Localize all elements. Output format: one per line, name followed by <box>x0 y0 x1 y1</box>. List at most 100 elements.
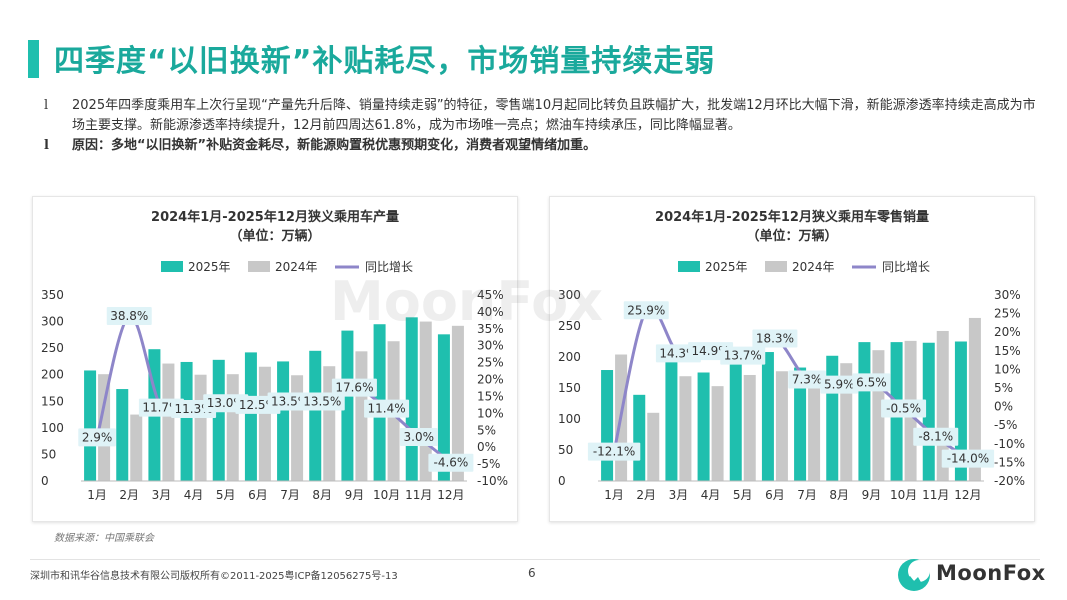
legend-label: 2025年 <box>705 260 748 274</box>
bar <box>451 325 464 481</box>
data-label-bg <box>941 449 995 468</box>
x-tick-label: 6月 <box>248 488 268 502</box>
data-label-bg <box>331 378 377 397</box>
x-tick-label: 6月 <box>765 488 785 502</box>
bar <box>162 363 175 481</box>
bar <box>647 412 660 481</box>
data-label: 11.4% <box>368 402 406 416</box>
bullet-marker: l <box>44 138 49 153</box>
page-title: 四季度“以旧换新”补贴耗尽，市场销量持续走弱 <box>54 44 716 79</box>
x-tick-label: 10月 <box>890 488 917 502</box>
x-tick-label: 12月 <box>437 488 464 502</box>
data-label-bg <box>106 306 152 325</box>
data-label: 38.8% <box>110 309 148 323</box>
bullet-item: l 原因：多地“以旧换新”补贴资金耗尽，新能源购置税优惠预期变化，消费者观望情绪… <box>44 136 1044 156</box>
data-label-bg <box>399 428 438 447</box>
bar <box>808 374 821 481</box>
y-left-tick-label: 0 <box>41 474 49 488</box>
x-tick-label: 8月 <box>829 488 849 502</box>
bar <box>341 330 354 481</box>
bar <box>711 386 724 481</box>
bar <box>858 342 871 481</box>
y-right-tick-label: 15% <box>994 344 1021 358</box>
bullet-text: 2025年四季度乘用车上次行呈现“产量先升后降、销量持续走弱”的特征，零售端10… <box>72 98 1036 133</box>
x-tick-label: 3月 <box>669 488 689 502</box>
y-right-tick-label: 5% <box>477 423 496 437</box>
y-left-tick-label: 100 <box>558 412 581 426</box>
data-label-bg <box>587 442 641 461</box>
bar <box>180 361 193 481</box>
data-label: 3.0% <box>404 430 435 444</box>
y-right-tick-label: 0% <box>477 440 496 454</box>
bar <box>437 334 450 481</box>
data-label: 13.5% <box>303 395 341 409</box>
summary-bullets: l 2025年四季度乘用车上次行呈现“产量先升后降、销量持续走弱”的特征，零售端… <box>44 96 1044 156</box>
chart-panel-production: 2024年1月-2025年12月狭义乘用车产量 （单位：万辆） 2025年 2024年… <box>32 196 518 522</box>
data-label: -4.6% <box>434 456 469 470</box>
bar <box>226 374 239 481</box>
x-tick-label: 12月 <box>954 488 981 502</box>
legend-swatch <box>248 261 270 272</box>
data-label: 13.7% <box>724 349 762 363</box>
x-tick-label: 4月 <box>184 488 204 502</box>
bar <box>743 374 756 481</box>
legend-label: 2025年 <box>188 260 231 274</box>
title-accent-bar <box>28 40 39 78</box>
data-label-bg <box>364 399 410 418</box>
y-right-tick-label: -10% <box>994 437 1025 451</box>
y-left-tick-label: 300 <box>41 315 64 329</box>
y-left-tick-label: 100 <box>41 421 64 435</box>
bullet-marker: l <box>44 98 49 113</box>
data-label-bg <box>788 370 826 389</box>
moonfox-logo-icon <box>898 559 930 591</box>
data-label-bg <box>623 301 669 320</box>
footer-divider <box>30 559 1040 560</box>
data-label: 14.9% <box>692 344 730 358</box>
data-label-bg <box>881 399 927 418</box>
bar <box>775 371 788 481</box>
data-label: 6.5% <box>856 375 887 389</box>
bar <box>130 414 143 481</box>
x-tick-label: 2月 <box>119 488 139 502</box>
chart-panel-retail: 2024年1月-2025年12月狭义乘用车零售销量 （单位：万辆） 2025年 202… <box>549 196 1035 522</box>
data-label: 17.6% <box>335 381 373 395</box>
data-label: 2.9% <box>82 430 113 444</box>
x-tick-label: 2月 <box>636 488 656 502</box>
production-chart: 2024年1月-2025年12月狭义乘用车产量 （单位：万辆） 2025年 2024年… <box>41 209 508 502</box>
y-left-tick-label: 50 <box>558 443 573 457</box>
y-right-tick-label: 30% <box>994 288 1021 302</box>
y-right-tick-label: 5% <box>994 381 1013 395</box>
legend-swatch <box>765 261 787 272</box>
y-right-tick-label: 25% <box>477 356 504 370</box>
y-left-tick-label: 250 <box>41 341 64 355</box>
data-label: -8.1% <box>918 430 953 444</box>
data-label-bg <box>78 428 116 447</box>
legend-label: 2024年 <box>275 260 318 274</box>
bar <box>697 372 710 481</box>
bar <box>922 342 935 481</box>
y-left-tick-label: 50 <box>41 447 56 461</box>
data-label: 5.9% <box>824 378 855 392</box>
y-left-tick-label: 200 <box>41 368 64 382</box>
x-tick-label: 9月 <box>345 488 365 502</box>
y-right-tick-label: -10% <box>477 474 508 488</box>
x-tick-label: 1月 <box>604 488 624 502</box>
bar <box>601 370 614 481</box>
data-label: 14.3% <box>659 346 697 360</box>
data-label-bg <box>299 392 345 411</box>
data-label: -12.1% <box>593 445 635 459</box>
data-label: 11.3% <box>175 402 213 416</box>
bar <box>194 374 207 481</box>
bar <box>212 359 225 481</box>
legend-label: 同比增长 <box>882 260 930 274</box>
data-label: 7.3% <box>792 372 823 386</box>
bar <box>761 352 774 481</box>
data-label: 18.3% <box>756 332 794 346</box>
bar <box>277 361 290 481</box>
chart-title: 2024年1月-2025年12月狭义乘用车产量 <box>151 209 399 225</box>
bar <box>826 355 839 481</box>
x-tick-label: 5月 <box>216 488 236 502</box>
x-tick-label: 10月 <box>373 488 400 502</box>
y-left-tick-label: 200 <box>558 350 581 364</box>
x-tick-label: 7月 <box>797 488 817 502</box>
